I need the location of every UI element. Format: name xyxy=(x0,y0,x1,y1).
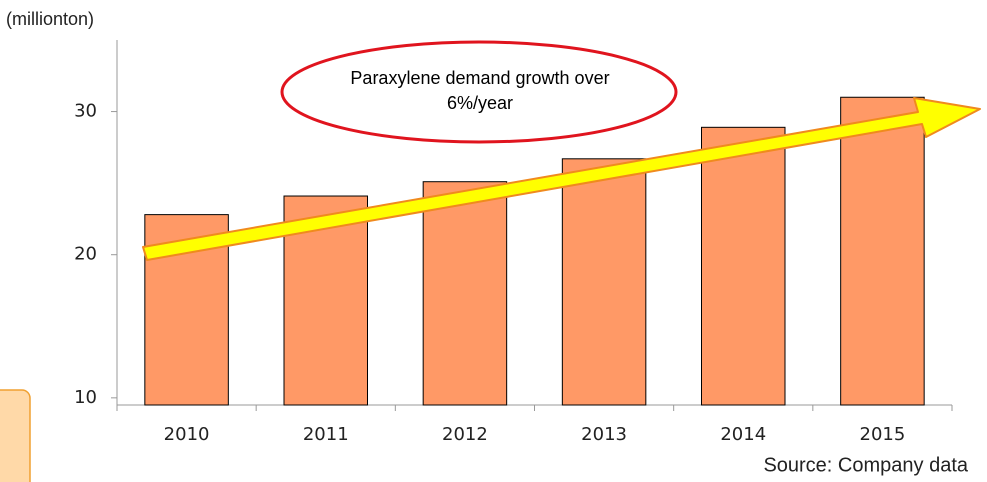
x-tick-label: 2012 xyxy=(442,424,488,445)
growth-arrow xyxy=(142,97,981,261)
y-tick-label: 20 xyxy=(74,244,97,265)
bar xyxy=(840,96,925,406)
x-tick-label: 2011 xyxy=(303,424,349,445)
y-tick-label: 10 xyxy=(74,387,97,408)
bar xyxy=(422,181,508,406)
bar xyxy=(701,126,786,406)
x-tick-label: 2013 xyxy=(581,424,627,445)
x-tick-label: 2015 xyxy=(860,424,906,445)
y-tick-label: 30 xyxy=(74,101,97,122)
source-note: Source: Company data xyxy=(763,454,968,476)
annotation-ellipse xyxy=(280,40,678,144)
x-tick-label: 2010 xyxy=(164,424,210,445)
y-axis-label: (millionton) xyxy=(6,9,94,29)
bar xyxy=(561,158,647,406)
x-tick-label: 2014 xyxy=(720,424,766,445)
side-panel xyxy=(0,389,31,482)
annotation-text: Paraxylene demand growth over 6%/year xyxy=(350,68,610,113)
